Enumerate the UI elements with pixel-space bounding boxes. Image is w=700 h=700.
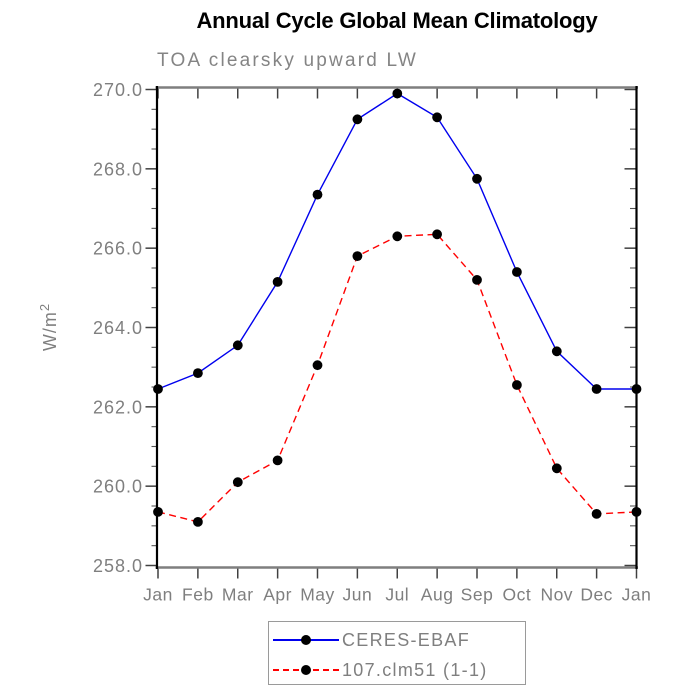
- data-point-marker-0: [153, 384, 163, 394]
- data-point-marker-0: [352, 114, 363, 125]
- data-point-marker-0: [432, 112, 442, 123]
- y-axis-tick-label: 268.0: [93, 159, 143, 179]
- data-point-marker-0: [512, 267, 522, 277]
- data-point-marker-0: [193, 368, 203, 378]
- data-point-marker-1: [551, 463, 562, 474]
- x-axis-tick-label: Feb: [182, 585, 214, 605]
- y-axis-title: W/m2: [37, 303, 60, 351]
- data-point-marker-0: [272, 277, 283, 287]
- data-point-marker-0: [312, 189, 323, 200]
- x-axis-tick-label: Apr: [263, 585, 292, 605]
- data-point-marker-0: [392, 88, 403, 99]
- data-point-marker-0: [232, 340, 243, 351]
- data-point-marker-0: [551, 346, 562, 357]
- y-axis-tick-label: 262.0: [93, 397, 143, 417]
- data-point-marker-0: [591, 384, 602, 394]
- x-axis-tick-label: Dec: [580, 585, 613, 605]
- legend-label-107-clm51: 107.clm51 (1-1): [342, 660, 488, 680]
- x-axis-tick-label: May: [300, 585, 335, 605]
- x-axis-tick-label: Jan: [622, 585, 652, 605]
- y-axis-tick-label: 266.0: [93, 239, 143, 259]
- chart-title: Annual Cycle Global Mean Climatology: [196, 8, 598, 33]
- chart-subtitle: TOA clearsky upward LW: [157, 50, 418, 71]
- legend-line-sample-solid: [273, 629, 339, 651]
- x-axis-tick-label: Sep: [461, 585, 494, 605]
- data-point-marker-1: [392, 231, 403, 242]
- y-axis-tick-label: 258.0: [93, 556, 143, 576]
- data-point-marker-1: [631, 507, 642, 517]
- legend-item-107-clm51: 107.clm51 (1-1): [269, 659, 525, 681]
- marker-dot-icon: [301, 665, 311, 675]
- data-point-marker-1: [272, 455, 283, 466]
- x-axis-tick-label: Nov: [540, 585, 573, 605]
- y-axis-tick-label: 264.0: [93, 318, 143, 338]
- x-axis-tick-label: Mar: [222, 585, 254, 605]
- series-line-1: [157, 233, 637, 523]
- x-axis-tick-label: Jan: [143, 585, 173, 605]
- legend-label-ceres-ebaf: CERES-EBAF: [342, 630, 471, 650]
- data-point-marker-1: [472, 275, 482, 285]
- legend: CERES-EBAF 107.clm51 (1-1): [268, 621, 526, 685]
- x-axis-tick-label: Aug: [421, 585, 454, 605]
- series-line-0: [157, 92, 637, 390]
- data-point-marker-1: [512, 380, 522, 390]
- y-axis-tick-label: 260.0: [93, 477, 143, 497]
- marker-dot-icon: [301, 635, 311, 645]
- data-point-marker-1: [193, 517, 203, 527]
- data-point-marker-1: [153, 507, 163, 517]
- legend-item-ceres-ebaf: CERES-EBAF: [269, 629, 525, 651]
- data-point-marker-1: [352, 251, 363, 261]
- data-point-marker-0: [631, 384, 642, 394]
- data-point-marker-0: [472, 173, 482, 184]
- data-point-marker-1: [232, 477, 243, 488]
- legend-line-sample-dashed: [273, 659, 339, 681]
- x-axis-tick-label: Jun: [343, 585, 373, 605]
- x-axis-tick-label: Jul: [385, 585, 409, 605]
- data-point-marker-1: [312, 360, 323, 371]
- data-point-marker-1: [432, 229, 442, 240]
- x-axis-tick-label: Oct: [503, 585, 532, 605]
- data-point-marker-1: [591, 509, 602, 519]
- y-axis-tick-label: 270.0: [93, 80, 143, 100]
